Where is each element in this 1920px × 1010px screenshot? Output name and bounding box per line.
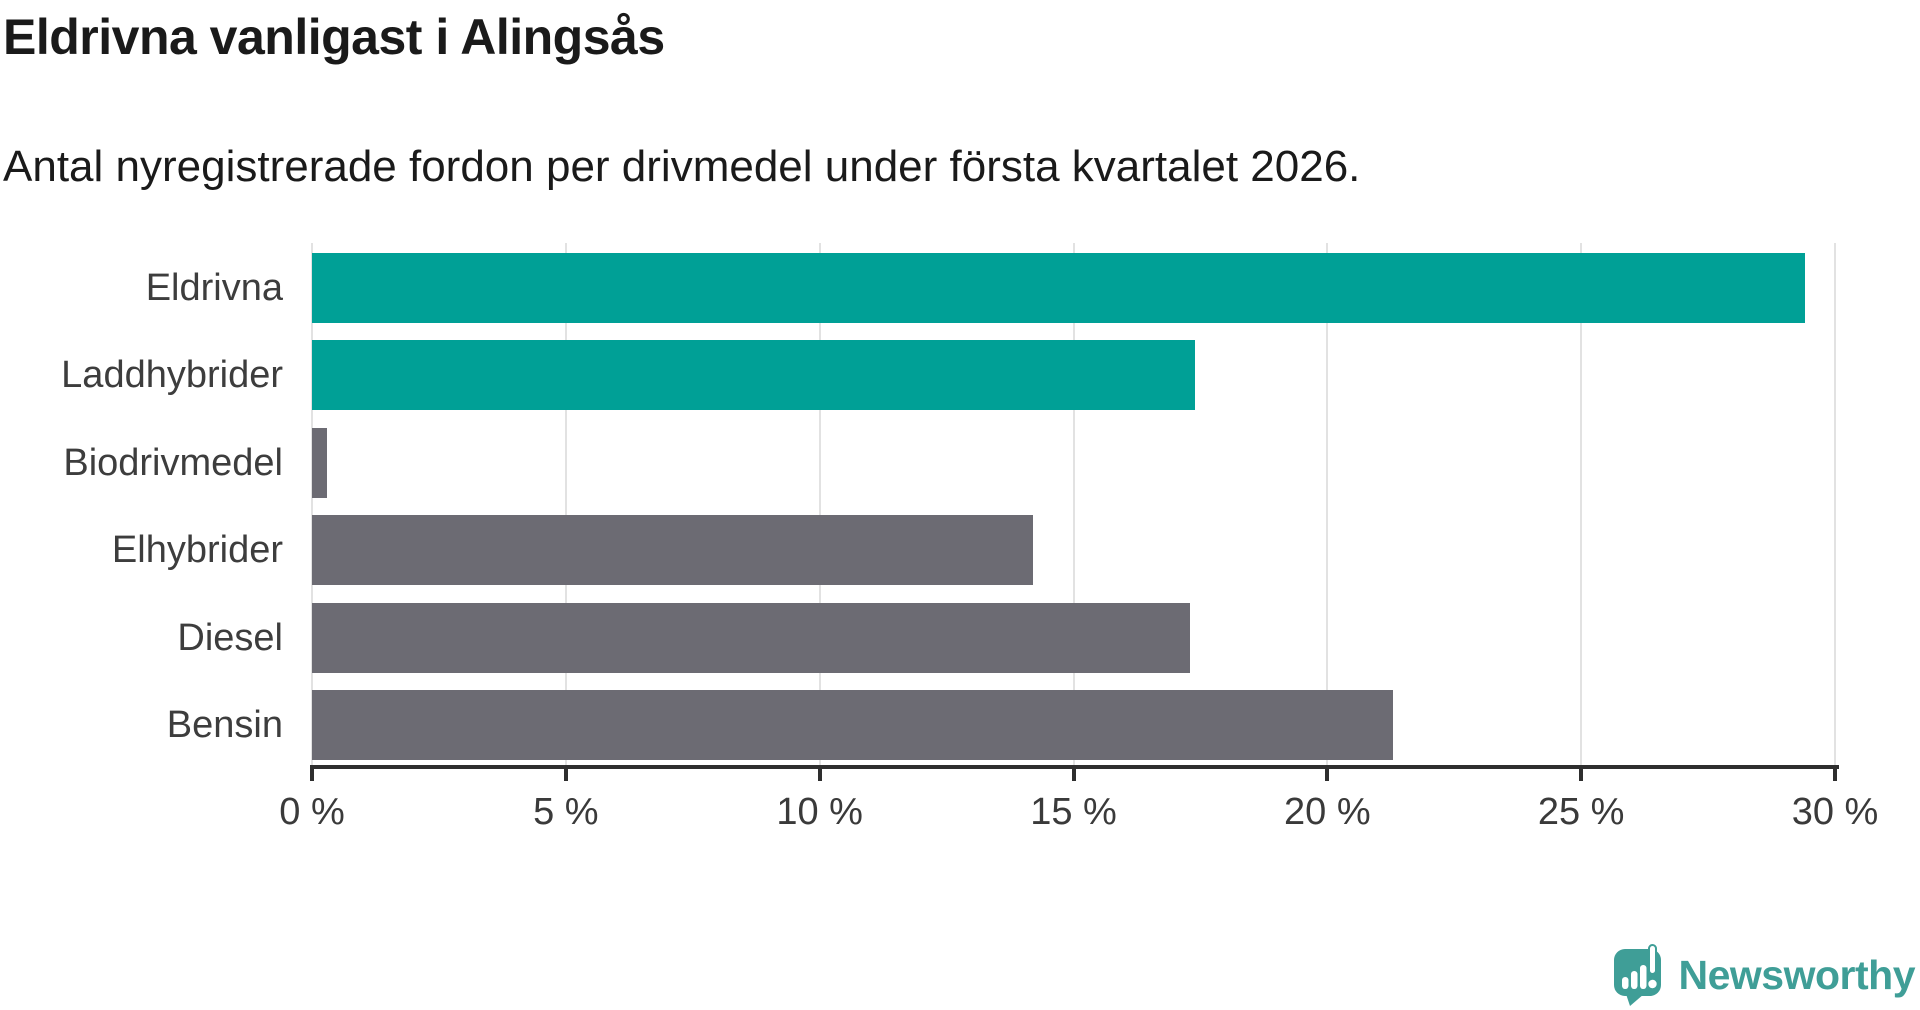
- chart-bar-large-icon: [1639, 965, 1646, 989]
- tick-label: 20 %: [1284, 791, 1371, 833]
- tick-mark: [1833, 768, 1837, 781]
- newsworthy-bubble-icon: [1613, 944, 1661, 1006]
- bar-biodrivmedel: [312, 427, 328, 498]
- chart-bar-medium-icon: [1630, 971, 1637, 989]
- tick-mark: [1579, 768, 1584, 781]
- category-label: Eldrivna: [145, 267, 283, 309]
- category-label: Laddhybrider: [61, 354, 283, 397]
- tick-label: 5 %: [533, 791, 599, 833]
- gridline: [1834, 243, 1836, 765]
- brand-name: Newsworthy: [1678, 951, 1916, 998]
- gridline: [1580, 243, 1583, 765]
- bubble-tail: [1625, 994, 1644, 1006]
- tick-mark: [817, 768, 822, 781]
- gridline: [564, 243, 567, 765]
- chart-bar-small-icon: [1621, 977, 1628, 989]
- tick-label: 0 %: [279, 791, 345, 833]
- x-axis-line: [310, 765, 1839, 769]
- gridline: [1326, 243, 1329, 765]
- gridline: [1072, 243, 1075, 765]
- category-label: Bensin: [166, 704, 283, 746]
- bar-diesel: [312, 602, 1191, 673]
- x-axis: 0 % 5 % 10 % 15 % 20 % 25 % 30 %: [279, 765, 1878, 845]
- tick-label: 10 %: [776, 791, 863, 833]
- bar-laddhybrider: [312, 340, 1196, 411]
- tick-mark: [1071, 768, 1076, 781]
- bar-bensin: [312, 690, 1394, 760]
- tick-mark: [310, 768, 314, 781]
- tick-label: 30 %: [1791, 791, 1879, 833]
- category-label: Biodrivmedel: [63, 441, 283, 484]
- bar-elhybrider: [312, 515, 1033, 586]
- tick-mark: [563, 768, 568, 781]
- category-axis: Eldrivna Laddhybrider Biodrivmedel Elhybrid…: [0, 243, 284, 765]
- bar-eldrivna: [312, 253, 1805, 323]
- tick-label: 15 %: [1030, 791, 1117, 833]
- plot-area: [311, 243, 1836, 765]
- chart-title: Eldrivna vanligast i Alingsås: [3, 9, 665, 65]
- exclamation-dot-icon: [1647, 979, 1657, 989]
- newsworthy-logo: Newsworthy: [1613, 944, 1916, 1006]
- gridline: [818, 243, 821, 765]
- tick-label: 25 %: [1537, 791, 1625, 833]
- category-label: Diesel: [177, 616, 283, 659]
- category-label: Elhybrider: [111, 529, 283, 572]
- exclamation-bar-icon: [1647, 944, 1657, 975]
- tick-mark: [1325, 768, 1330, 781]
- chart-subtitle: Antal nyregistrerade fordon per drivmede…: [3, 142, 1361, 191]
- gridline: [311, 243, 313, 765]
